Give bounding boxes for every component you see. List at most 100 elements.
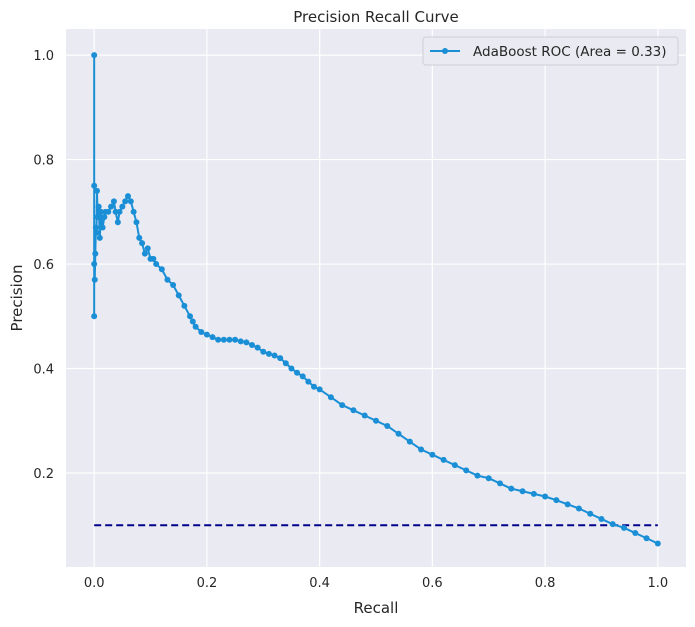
data-point bbox=[150, 255, 157, 262]
data-point bbox=[418, 446, 425, 453]
data-point bbox=[632, 530, 639, 537]
grid bbox=[66, 29, 686, 567]
data-point bbox=[265, 350, 272, 357]
data-point bbox=[237, 338, 244, 345]
data-point bbox=[93, 229, 100, 236]
data-point bbox=[339, 402, 346, 409]
data-point bbox=[95, 203, 102, 210]
x-tick-label: 0.2 bbox=[197, 576, 218, 591]
data-point bbox=[373, 417, 379, 424]
data-point bbox=[260, 348, 267, 355]
data-point bbox=[530, 490, 537, 497]
legend-marker bbox=[442, 48, 448, 54]
data-point bbox=[144, 245, 151, 252]
y-tick-label: 0.6 bbox=[33, 258, 54, 273]
x-tick-label: 1.0 bbox=[647, 576, 668, 591]
data-point bbox=[361, 412, 368, 419]
data-point bbox=[249, 342, 255, 349]
x-tick-label: 0.6 bbox=[422, 576, 443, 591]
data-point bbox=[299, 373, 306, 380]
data-point bbox=[164, 276, 171, 283]
data-point bbox=[294, 369, 301, 376]
data-point bbox=[114, 219, 121, 226]
data-point bbox=[127, 198, 134, 205]
data-point bbox=[654, 540, 661, 547]
series-layer bbox=[91, 52, 661, 547]
data-point bbox=[553, 497, 560, 504]
data-point bbox=[130, 208, 137, 215]
data-point bbox=[305, 378, 312, 385]
data-point bbox=[598, 515, 605, 522]
data-point bbox=[609, 521, 616, 528]
data-point bbox=[105, 208, 112, 215]
x-tick-label: 0.4 bbox=[309, 576, 330, 591]
data-point bbox=[463, 467, 470, 474]
data-point bbox=[91, 182, 98, 189]
x-tick-labels: 0.0 0.2 0.4 0.6 0.8 1.0 bbox=[84, 576, 668, 591]
data-point bbox=[384, 422, 391, 429]
data-point bbox=[133, 219, 140, 226]
data-point bbox=[187, 313, 193, 320]
data-point bbox=[519, 488, 526, 495]
data-point bbox=[220, 336, 227, 343]
y-tick-label: 0.2 bbox=[33, 467, 54, 482]
data-point bbox=[232, 336, 239, 343]
data-point bbox=[406, 438, 413, 445]
y-tick-label: 0.8 bbox=[33, 154, 54, 169]
data-point bbox=[564, 501, 571, 508]
data-point bbox=[91, 52, 98, 59]
y-tick-label: 1.0 bbox=[33, 49, 54, 64]
data-point bbox=[429, 451, 436, 458]
data-point bbox=[440, 456, 447, 463]
data-point bbox=[108, 203, 115, 210]
data-point bbox=[350, 407, 357, 414]
data-point bbox=[158, 266, 165, 273]
data-point bbox=[94, 187, 100, 194]
data-point bbox=[175, 292, 182, 299]
data-point bbox=[99, 224, 106, 231]
data-point bbox=[94, 214, 101, 221]
data-point bbox=[97, 208, 104, 215]
data-point bbox=[181, 302, 188, 309]
data-point bbox=[226, 336, 233, 343]
data-point bbox=[288, 365, 295, 372]
y-tick-label: 0.4 bbox=[33, 363, 54, 378]
data-point bbox=[198, 328, 205, 335]
data-point bbox=[91, 261, 98, 268]
x-axis-label: Recall bbox=[354, 599, 399, 617]
data-point bbox=[327, 394, 334, 401]
data-point bbox=[101, 214, 108, 221]
data-point bbox=[485, 475, 492, 482]
data-point bbox=[170, 281, 177, 288]
legend-box bbox=[422, 36, 679, 66]
legend: AdaBoost ROC (Area = 0.33) bbox=[422, 36, 679, 66]
data-point bbox=[254, 344, 261, 351]
data-point bbox=[136, 234, 143, 241]
data-point bbox=[643, 535, 650, 542]
data-point bbox=[542, 493, 549, 500]
data-point bbox=[139, 240, 146, 247]
data-point bbox=[92, 250, 99, 257]
data-point bbox=[110, 198, 117, 205]
data-point bbox=[277, 355, 284, 362]
data-point bbox=[621, 524, 627, 531]
data-point bbox=[96, 234, 103, 241]
data-point bbox=[474, 472, 481, 479]
y-axis-label: Precision bbox=[8, 265, 26, 332]
data-point bbox=[116, 208, 123, 215]
data-point bbox=[282, 360, 289, 367]
chart-title: Precision Recall Curve bbox=[293, 8, 458, 26]
data-point bbox=[575, 505, 582, 512]
data-point bbox=[92, 224, 99, 231]
data-point bbox=[243, 339, 250, 346]
data-point bbox=[311, 383, 317, 390]
data-point bbox=[141, 250, 148, 257]
data-point bbox=[153, 261, 160, 268]
data-point bbox=[91, 276, 98, 283]
data-point bbox=[189, 318, 196, 325]
data-point bbox=[587, 510, 594, 517]
data-point bbox=[271, 352, 278, 359]
x-tick-label: 0.8 bbox=[535, 576, 556, 591]
legend-entry-adaboost: AdaBoost ROC (Area = 0.33) bbox=[473, 44, 667, 60]
